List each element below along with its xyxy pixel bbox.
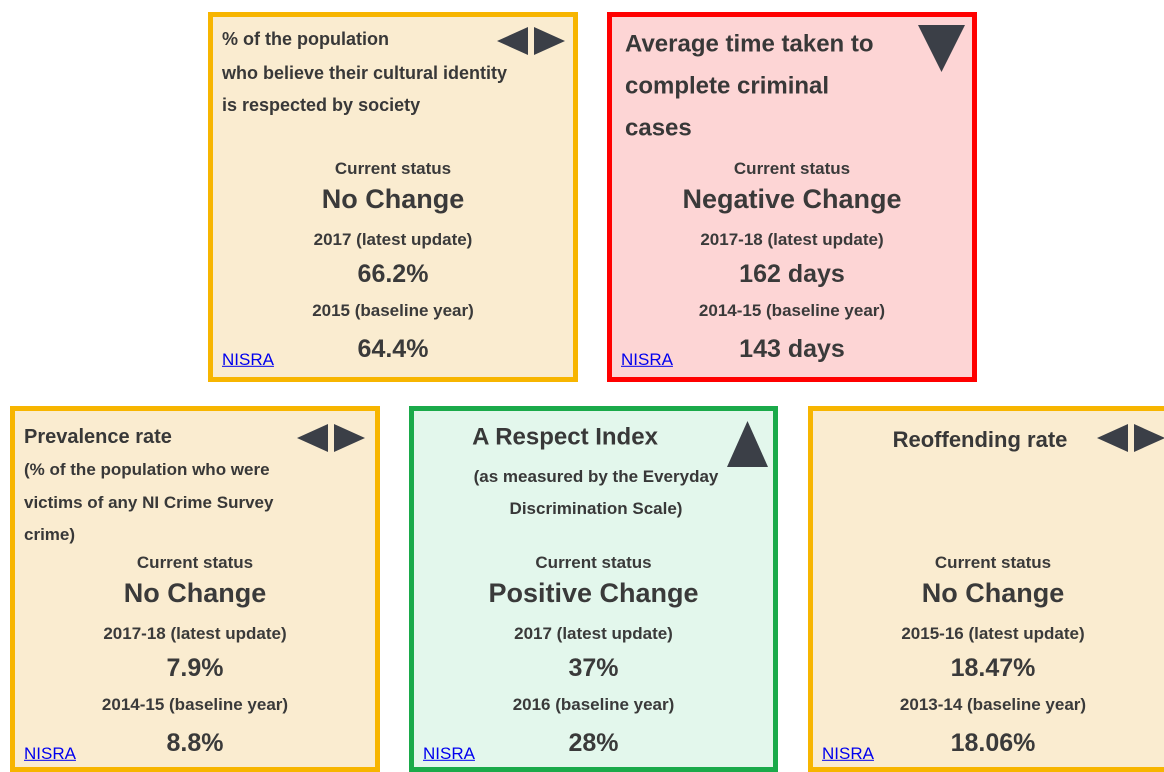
card-title: A Respect Index bbox=[472, 423, 658, 451]
latest-value: 18.47% bbox=[950, 654, 1036, 682]
icon-shape bbox=[497, 27, 528, 55]
icon-shape bbox=[534, 27, 565, 55]
baseline-value: 8.8% bbox=[166, 729, 224, 757]
status: No Change bbox=[921, 577, 1065, 608]
source-link[interactable]: NISRA bbox=[222, 349, 274, 369]
card-subtitle: crime) bbox=[24, 524, 76, 544]
latest-value: 162 days bbox=[739, 260, 845, 288]
card-subtitle: (% of the population who were bbox=[24, 459, 270, 479]
card-subtitle: Discrimination Scale) bbox=[509, 498, 683, 518]
card-title: is respected by society bbox=[222, 95, 421, 116]
card-title: Prevalence rate bbox=[24, 426, 172, 448]
latest-label: 2017 (latest update) bbox=[514, 623, 673, 643]
status: Positive Change bbox=[488, 577, 699, 608]
latest-value: 66.2% bbox=[357, 260, 429, 288]
indicator-card: Average time taken to complete criminal ca… bbox=[607, 12, 977, 382]
status-label: Current status bbox=[136, 552, 254, 572]
latest-label: 2017-18 (latest update) bbox=[103, 623, 287, 643]
latest-label: 2017 (latest update) bbox=[313, 229, 473, 249]
baseline-value: 143 days bbox=[739, 335, 845, 363]
status-label: Current status bbox=[535, 552, 652, 572]
indicator-card: % of the population who believe their cul… bbox=[208, 12, 578, 382]
icon-shape bbox=[727, 421, 768, 467]
baseline-label: 2014-15 (baseline year) bbox=[698, 300, 886, 320]
status-label: Current status bbox=[934, 552, 1052, 572]
latest-label: 2017-18 (latest update) bbox=[700, 229, 884, 249]
baseline-value: 28% bbox=[568, 729, 619, 757]
icon-shape bbox=[918, 25, 965, 72]
card-title: % of the population bbox=[222, 29, 389, 50]
latest-label: 2015-16 (latest update) bbox=[901, 623, 1085, 643]
card-title: Reoffending rate bbox=[892, 426, 1068, 452]
status-icon bbox=[297, 424, 365, 452]
status: No Change bbox=[123, 577, 267, 608]
latest-value: 7.9% bbox=[166, 654, 224, 682]
status-label: Current status bbox=[334, 158, 452, 178]
icon-shape bbox=[1097, 424, 1128, 452]
card-title: Average time taken to bbox=[625, 30, 874, 58]
card-subtitle: (as measured by the Everyday bbox=[473, 466, 719, 486]
card-title: who believe their cultural identity bbox=[222, 63, 508, 84]
status-icon bbox=[497, 27, 565, 55]
baseline-label: 2016 (baseline year) bbox=[512, 694, 675, 714]
status-icon bbox=[1097, 424, 1164, 452]
status-label: Current status bbox=[733, 158, 851, 178]
baseline-value: 64.4% bbox=[357, 335, 429, 363]
latest-value: 37% bbox=[568, 654, 619, 682]
status: Negative Change bbox=[682, 183, 902, 214]
baseline-value: 18.06% bbox=[950, 729, 1036, 757]
baseline-label: 2014-15 (baseline year) bbox=[101, 694, 289, 714]
indicator-card: A Respect Index (as measured by the Every… bbox=[409, 406, 778, 772]
card-title: complete criminal bbox=[625, 72, 830, 100]
source-link[interactable]: NISRA bbox=[621, 349, 673, 369]
source-link[interactable]: NISRA bbox=[822, 743, 874, 763]
indicator-card: Reoffending rate Current status No Change 2… bbox=[808, 406, 1164, 772]
icon-shape bbox=[1134, 424, 1164, 452]
icon-shape bbox=[334, 424, 365, 452]
status: No Change bbox=[321, 183, 465, 214]
card-subtitle: victims of any NI Crime Survey bbox=[24, 492, 274, 512]
status-icon bbox=[727, 421, 768, 467]
card-title: cases bbox=[625, 114, 692, 142]
baseline-label: 2013-14 (baseline year) bbox=[899, 694, 1087, 714]
icon-shape bbox=[297, 424, 328, 452]
baseline-label: 2015 (baseline year) bbox=[312, 300, 474, 320]
source-link[interactable]: NISRA bbox=[423, 743, 475, 763]
source-link[interactable]: NISRA bbox=[24, 743, 76, 763]
status-icon bbox=[918, 25, 965, 72]
indicator-card: Prevalence rate (% of the population who … bbox=[10, 406, 380, 772]
